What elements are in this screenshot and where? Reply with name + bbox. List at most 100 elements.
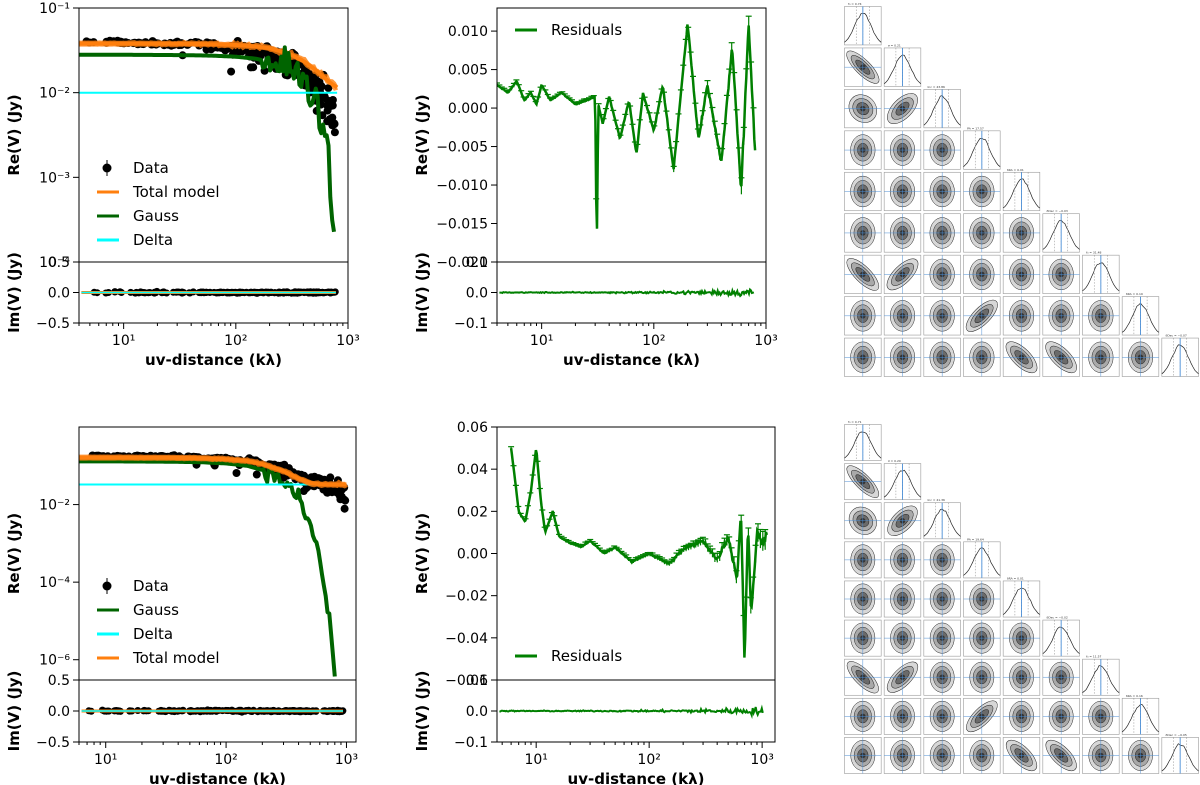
corner-title: δRA = 0.01 — [1007, 576, 1024, 580]
corner-contour-cell — [844, 213, 882, 253]
chart-panel-row1-residuals: 10¹ 10² 10³ uv-distance (kλ) −0.020 −0.015 −0.… — [413, 7, 778, 369]
x-tick-label: 10² — [224, 333, 247, 349]
corner-plot-row1-corner: f₀ = 0.74 σ = 0.21 Inc = 43.86 PA = 17.57 δR… — [844, 2, 1199, 377]
y-tick-label: 0.00 — [457, 547, 488, 563]
corner-histogram-cell: f₀ = 0.71 — [844, 420, 882, 461]
chart-panel-row1-visibility: 10¹ 10² 10³ uv-distance (kλ) 10⁻⁴ 10⁻³ 10⁻² 10⁻… — [5, 1, 360, 369]
corner-contour-cell — [1082, 697, 1120, 735]
y-tick-label-imag: 0.1 — [466, 673, 488, 689]
data-point — [299, 487, 308, 495]
corner-contour-cell — [1042, 737, 1080, 774]
corner-contour-cell — [963, 171, 1001, 212]
legend: Data Total model Gauss Delta — [97, 159, 220, 249]
y-tick-label: 10⁻⁶ — [39, 653, 70, 669]
y-tick-label: −0.04 — [445, 631, 488, 647]
y-tick-label: −0.010 — [436, 178, 488, 194]
y-tick-label: 10⁻¹ — [39, 1, 70, 17]
x-tick-label: 10² — [637, 752, 660, 768]
y-tick-label: −0.015 — [436, 217, 488, 233]
corner-title: f₀ = 0.74 — [848, 2, 861, 6]
corner-title: Inc = 41.36 — [928, 498, 946, 502]
corner-title: δRA = 0.19 — [1126, 292, 1143, 296]
corner-contour-cell — [883, 541, 922, 579]
series-total-model-band — [79, 454, 349, 489]
y-tick-label-imag: 0.1 — [466, 255, 488, 271]
x-tick-label: 10³ — [750, 752, 773, 768]
corner-title: σ = 0.21 — [888, 43, 901, 47]
corner-contour-cell — [1002, 737, 1041, 774]
y-tick-label: 10⁻² — [39, 86, 70, 102]
corner-histogram-cell: PA = 19.64 — [963, 537, 1001, 579]
y-tick-label: −0.005 — [436, 140, 488, 156]
plot-area-top — [497, 15, 757, 229]
corner-histogram-cell: Inc = 41.36 — [923, 498, 961, 540]
x-tick-label: 10³ — [754, 333, 777, 349]
corner-histogram-cell: δDec = −0.07 — [1161, 334, 1199, 377]
corner-histogram-cell: δDec = −0.03 — [1042, 209, 1080, 253]
x-tick-label: 10³ — [336, 333, 359, 349]
corner-contour-cell — [1002, 658, 1041, 696]
x-tick-label: 10³ — [335, 752, 358, 768]
corner-contour-cell — [1082, 737, 1120, 774]
corner-contour-cell — [923, 541, 961, 579]
series-residuals-errorbars — [497, 15, 757, 202]
plot-area-bottom — [81, 287, 339, 297]
y-tick-label: −0.02 — [445, 589, 488, 605]
corner-title: δDec = −0.03 — [1047, 209, 1068, 213]
chart-panel-row2-visibility: 10¹ 10² 10³ uv-distance (kλ) 10⁻⁶ 10⁻⁴ 10⁻² −0.… — [5, 426, 358, 785]
corner-contour-cell — [1121, 737, 1160, 774]
corner-contour-cell — [844, 296, 882, 336]
corner-contour-cell — [963, 580, 1001, 618]
corner-contour-cell — [883, 213, 922, 253]
y-tick-label-imag: −0.1 — [454, 735, 488, 751]
y-axis-label-imag: Im(V) (Jy) — [413, 671, 431, 752]
legend-label: Gauss — [133, 601, 179, 619]
corner-title: f₀ = 31.48 — [1086, 251, 1101, 255]
y-tick-label-imag: −0.5 — [36, 316, 70, 332]
corner-histogram-cell: f₀ = 0.74 — [844, 2, 882, 46]
corner-contour-cell — [883, 697, 922, 735]
y-axis-label-real: Re(V) (Jy) — [413, 94, 431, 175]
corner-contour-cell — [844, 658, 882, 696]
x-tick-label: 10¹ — [530, 333, 553, 349]
corner-contour-cell — [844, 502, 882, 540]
corner-contour-cell — [844, 463, 882, 501]
corner-contour-cell — [844, 541, 882, 579]
corner-plot-row2-corner: f₀ = 0.71 σ = 0.20 Inc = 41.36 PA = 19.64 δR… — [844, 420, 1199, 774]
corner-histogram-cell: σ = 0.20 — [883, 459, 922, 501]
y-tick-label: −0.020 — [436, 255, 488, 271]
corner-histogram-cell: δRA = 0.19 — [1121, 292, 1160, 336]
y-tick-label-imag: 0.0 — [48, 704, 70, 720]
corner-contour-cell — [844, 254, 882, 294]
corner-contour-cell — [963, 213, 1001, 253]
corner-contour-cell — [963, 658, 1001, 696]
corner-contour-cell — [844, 89, 882, 129]
data-point — [330, 119, 339, 128]
y-axis-label-real: Re(V) (Jy) — [413, 513, 431, 594]
x-tick-label: 10¹ — [94, 752, 117, 768]
data-point — [340, 504, 349, 513]
corner-contour-cell — [1042, 337, 1080, 377]
corner-contour-cell — [923, 737, 961, 774]
corner-contour-cell — [923, 296, 961, 336]
corner-histogram-cell: δDec = −0.02 — [1042, 616, 1080, 657]
x-tick-label: 10¹ — [524, 752, 547, 768]
corner-contour-cell — [1002, 254, 1041, 294]
y-tick-label: 10⁻² — [39, 498, 70, 514]
corner-histogram-cell: δRA = 0.01 — [1002, 168, 1041, 212]
corner-contour-cell — [1002, 619, 1041, 657]
corner-contour-cell — [1002, 697, 1041, 735]
corner-title: PA = 17.57 — [967, 126, 984, 130]
corner-contour-cell — [923, 337, 961, 377]
corner-title: f₀ = 11.57 — [1086, 655, 1101, 659]
legend-label: Data — [133, 577, 169, 595]
plot-area-bottom — [499, 704, 764, 719]
corner-contour-cell — [883, 502, 922, 540]
corner-histogram-cell: PA = 17.57 — [963, 126, 1001, 170]
data-point — [323, 101, 332, 110]
data-point — [232, 469, 241, 477]
data-point — [252, 470, 261, 479]
data-point — [324, 84, 333, 93]
corner-title: δDec = −0.07 — [1166, 334, 1187, 338]
legend-label: Delta — [133, 625, 173, 643]
